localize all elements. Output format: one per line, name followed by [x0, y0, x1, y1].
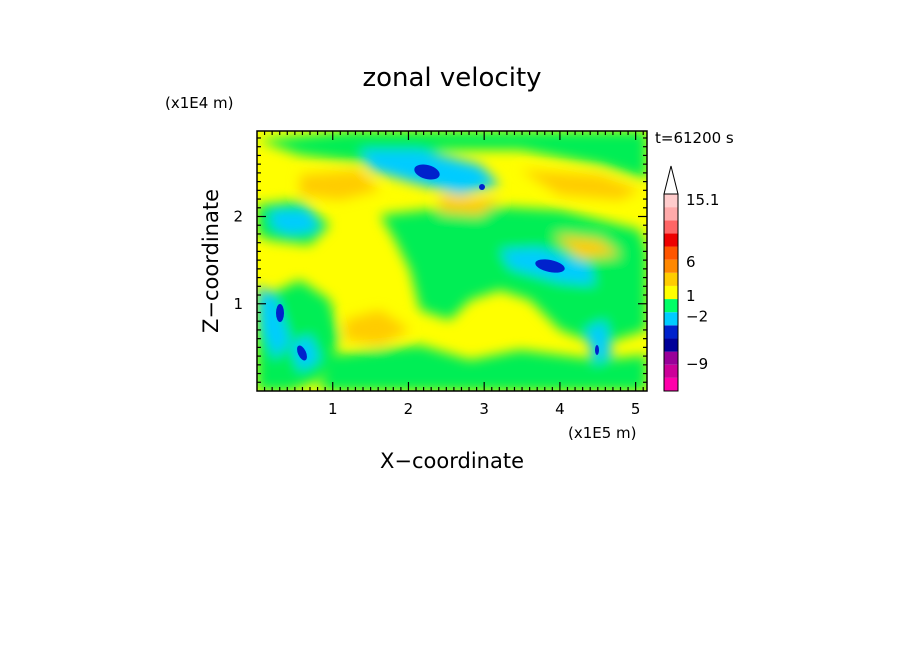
field-core-blue — [595, 345, 599, 355]
field-core-blue — [276, 304, 284, 322]
colorbar-label: −9 — [686, 355, 708, 373]
colorbar-swatch — [664, 377, 678, 391]
y-tick-label: 2 — [233, 208, 243, 226]
field-core-blue — [297, 345, 307, 361]
colorbar-label: −2 — [686, 307, 708, 325]
colorbar-swatch — [664, 338, 678, 352]
field-region-green — [320, 345, 647, 391]
colorbar-swatch — [664, 299, 678, 313]
x-tick-label: 3 — [479, 400, 489, 418]
x-axis-label: X−coordinate — [380, 449, 524, 473]
field-region-green — [257, 131, 647, 180]
plot-area — [257, 131, 647, 391]
colorbar-swatch — [664, 207, 678, 221]
x-tick-label: 2 — [404, 400, 414, 418]
plot-frame — [256, 130, 648, 392]
field-contours — [257, 131, 647, 391]
x-tick-label: 1 — [328, 400, 338, 418]
field-core-blue — [535, 259, 565, 273]
colorbar-swatch — [664, 272, 678, 286]
y-axis-ticks: 12 — [233, 137, 647, 383]
colorbar-extend-arrow — [663, 165, 679, 195]
colorbar-swatch — [664, 246, 678, 260]
colorbar-swatch — [664, 194, 678, 208]
field-region-cyan — [270, 210, 320, 235]
colorbar-swatch — [664, 285, 678, 300]
x-unit-label: (x1E5 m) — [568, 424, 637, 442]
field-region-orange — [520, 170, 640, 200]
colorbar-swatch — [664, 351, 678, 365]
chart-title: zonal velocity — [362, 63, 541, 93]
colorbar-swatch — [664, 312, 678, 326]
colorbar-swatch — [664, 364, 678, 378]
field-region-orange — [300, 170, 380, 200]
colorbar-swatch — [664, 233, 678, 247]
colorbar: 15.1 6 1 −2 −9 — [663, 165, 719, 392]
field-core-blue — [479, 184, 485, 190]
field-region-orange — [345, 310, 410, 345]
colorbar-label: 15.1 — [686, 191, 719, 209]
x-tick-label: 4 — [555, 400, 565, 418]
colorbar-swatch — [664, 220, 678, 234]
colorbar-swatch — [664, 325, 678, 339]
field-region-orange — [440, 195, 500, 215]
colorbar-label: 6 — [686, 253, 696, 271]
field-region-cyan — [585, 320, 612, 365]
field-region-orange — [555, 235, 620, 258]
y-tick-label: 1 — [233, 295, 243, 313]
y-unit-label: (x1E4 m) — [165, 94, 234, 112]
x-tick-label: 5 — [631, 400, 641, 418]
colorbar-swatch — [664, 259, 678, 273]
time-label: t=61200 s — [655, 129, 734, 147]
field-core-blue — [414, 164, 440, 180]
colorbar-label: 1 — [686, 287, 696, 305]
y-axis-label: Z−coordinate — [199, 189, 223, 333]
x-axis-ticks: 1 2 3 4 5 — [263, 131, 644, 418]
